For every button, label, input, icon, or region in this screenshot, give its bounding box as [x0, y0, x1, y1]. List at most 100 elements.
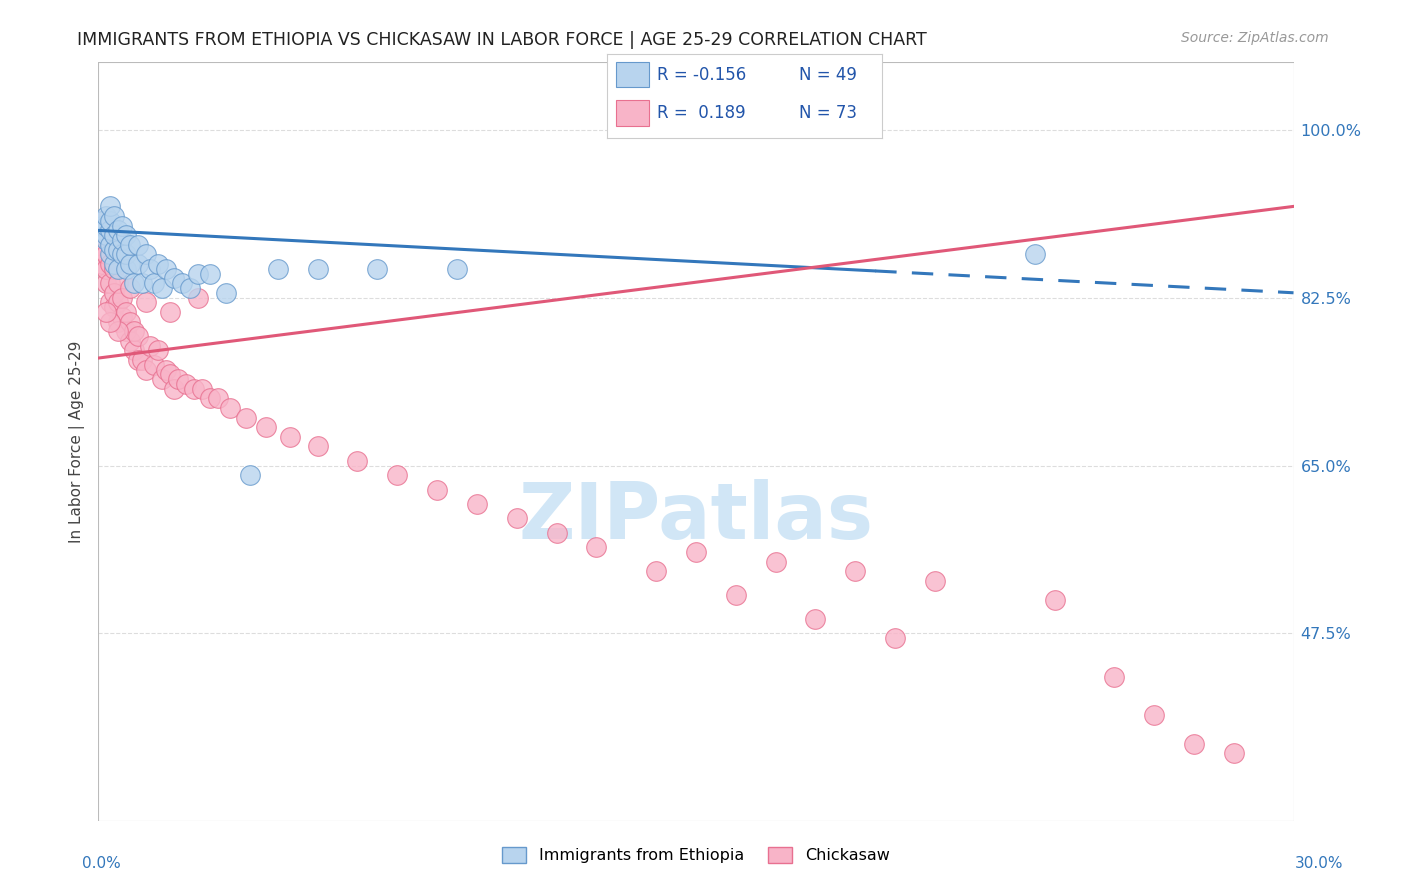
Point — [844, 564, 866, 578]
Point — [239, 468, 262, 483]
Point — [96, 209, 118, 223]
Point — [187, 291, 209, 305]
Point — [115, 305, 138, 319]
Point — [235, 410, 257, 425]
Point — [96, 233, 118, 247]
Point — [98, 247, 122, 261]
Point — [307, 261, 329, 276]
Point — [103, 209, 125, 223]
Point — [148, 343, 170, 358]
Point — [127, 329, 149, 343]
Point — [91, 219, 114, 233]
Point — [111, 310, 134, 324]
Point — [96, 247, 118, 261]
Point — [159, 305, 181, 319]
Point — [96, 261, 118, 276]
Point — [103, 300, 125, 314]
Point — [111, 247, 134, 261]
Bar — [616, 100, 648, 126]
Legend: Immigrants from Ethiopia, Chickasaw: Immigrants from Ethiopia, Chickasaw — [496, 840, 896, 870]
Point — [107, 295, 129, 310]
Point — [1223, 747, 1246, 761]
Point — [215, 285, 238, 300]
Point — [96, 228, 118, 243]
Point — [103, 243, 125, 257]
Point — [724, 588, 747, 602]
Point — [198, 392, 221, 406]
Point — [143, 358, 166, 372]
Text: IMMIGRANTS FROM ETHIOPIA VS CHICKASAW IN LABOR FORCE | AGE 25-29 CORRELATION CHA: IMMIGRANTS FROM ETHIOPIA VS CHICKASAW IN… — [77, 31, 927, 49]
Point — [139, 261, 162, 276]
Point — [506, 511, 529, 525]
Point — [1143, 708, 1166, 723]
Point — [163, 382, 186, 396]
Point — [107, 324, 129, 338]
Point — [155, 261, 177, 276]
Point — [135, 247, 157, 261]
Point — [115, 228, 138, 243]
Point — [135, 362, 157, 376]
Point — [143, 276, 166, 290]
Point — [98, 199, 122, 213]
Text: N = 73: N = 73 — [799, 103, 858, 122]
Point — [346, 454, 368, 468]
Point — [91, 214, 114, 228]
Point — [124, 343, 146, 358]
Text: 0.0%: 0.0% — [82, 856, 121, 871]
Point — [1043, 593, 1066, 607]
Point — [120, 315, 142, 329]
Point — [98, 237, 122, 252]
Point — [91, 214, 114, 228]
Point — [98, 276, 122, 290]
Bar — [616, 62, 648, 87]
Point — [135, 295, 157, 310]
Point — [103, 228, 125, 243]
Point — [179, 281, 201, 295]
Point — [131, 353, 153, 368]
Point — [546, 525, 568, 540]
Text: R = -0.156: R = -0.156 — [657, 66, 747, 84]
Text: R =  0.189: R = 0.189 — [657, 103, 745, 122]
Point — [465, 497, 488, 511]
Point — [254, 420, 277, 434]
Point — [120, 237, 142, 252]
Point — [124, 324, 146, 338]
Point — [198, 267, 221, 281]
Point — [183, 382, 205, 396]
Point — [446, 261, 468, 276]
Point — [103, 285, 125, 300]
Point — [98, 214, 122, 228]
Point — [115, 324, 138, 338]
Point — [278, 430, 301, 444]
Point — [585, 540, 607, 554]
Point — [267, 261, 290, 276]
Point — [124, 276, 146, 290]
Point — [107, 315, 129, 329]
Point — [127, 353, 149, 368]
Point — [765, 554, 787, 568]
Point — [98, 295, 122, 310]
Text: ZIPatlas: ZIPatlas — [519, 479, 873, 556]
Point — [91, 257, 114, 271]
Point — [96, 276, 118, 290]
Point — [120, 334, 142, 348]
Point — [191, 382, 214, 396]
Point — [127, 257, 149, 271]
Text: N = 49: N = 49 — [799, 66, 858, 84]
Point — [107, 223, 129, 237]
Point — [426, 483, 449, 497]
Point — [91, 228, 114, 243]
Point — [385, 468, 409, 483]
Point — [307, 439, 329, 453]
Point — [127, 237, 149, 252]
Point — [685, 545, 707, 559]
Point — [103, 257, 125, 271]
Point — [172, 276, 194, 290]
Point — [645, 564, 668, 578]
Point — [96, 305, 118, 319]
Point — [131, 276, 153, 290]
Point — [219, 401, 242, 415]
Point — [148, 257, 170, 271]
Point — [115, 261, 138, 276]
Point — [155, 362, 177, 376]
